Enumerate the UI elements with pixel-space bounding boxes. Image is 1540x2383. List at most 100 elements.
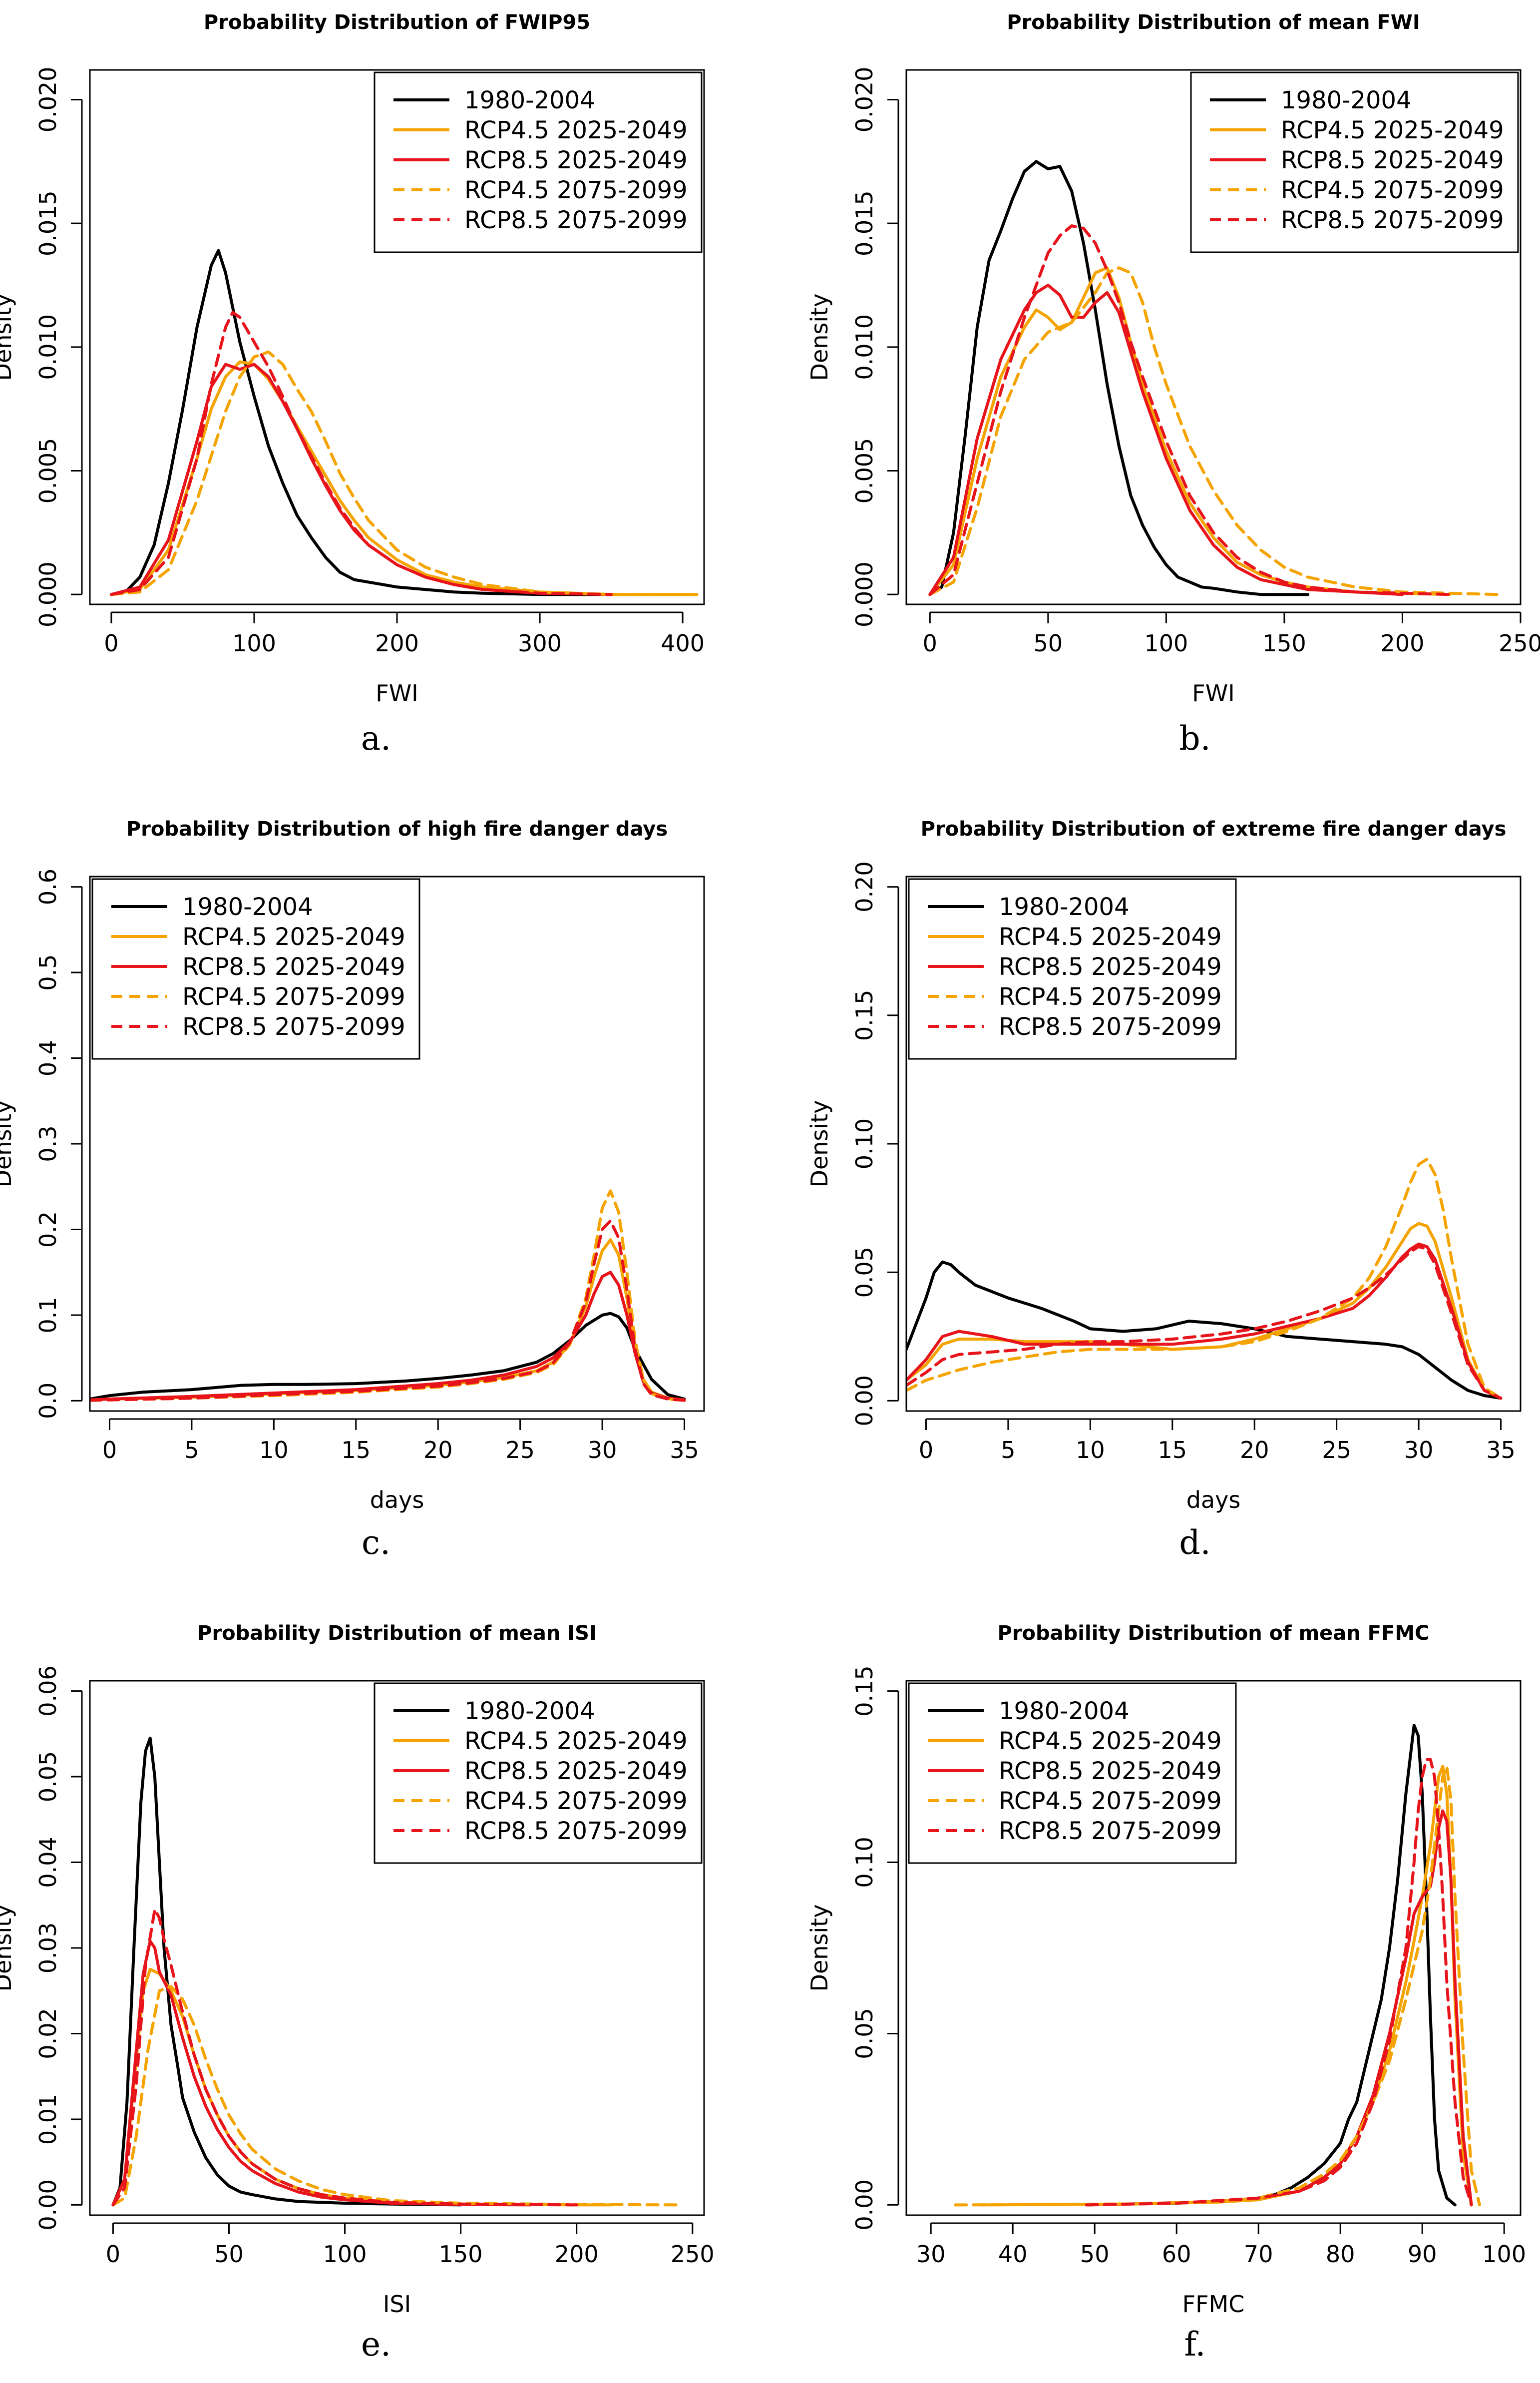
series-line-4 bbox=[928, 266, 1499, 596]
x-tick-label: 40 bbox=[998, 2241, 1028, 2268]
series-line-3 bbox=[1085, 1809, 1473, 2207]
series-line-3 bbox=[928, 284, 1404, 596]
y-tick-label: 0.15 bbox=[851, 1665, 878, 1716]
legend-label-1: 1980-2004 bbox=[999, 1697, 1130, 1725]
series-line-5 bbox=[109, 311, 613, 596]
y-tick-label: 0.05 bbox=[34, 1751, 61, 1802]
legend-label-4: RCP4.5 2075-2099 bbox=[1281, 176, 1504, 204]
legend-box bbox=[908, 1682, 1237, 1864]
y-tick-label: 0.20 bbox=[851, 861, 878, 912]
caption-a: a. bbox=[361, 719, 391, 758]
y-tick-label: 0.01 bbox=[34, 2094, 61, 2145]
y-tick-label: 0.10 bbox=[851, 1837, 878, 1888]
x-tick-label: 30 bbox=[1404, 1436, 1434, 1463]
y-tick-label: 0.010 bbox=[851, 314, 878, 380]
legend-label-5: RCP8.5 2075-2099 bbox=[1281, 206, 1504, 234]
series-line-4 bbox=[906, 1157, 1503, 1400]
x-tick-label: 200 bbox=[375, 630, 419, 657]
x-tick-label: 35 bbox=[1486, 1436, 1516, 1463]
x-tick-label: 250 bbox=[671, 2241, 715, 2268]
x-tick-label: 50 bbox=[214, 2241, 244, 2268]
legend-box bbox=[1190, 71, 1519, 253]
chart-c: Probability Distribution of high fire da… bbox=[0, 818, 705, 1513]
series-line-1 bbox=[109, 249, 613, 596]
legend-label-3: RCP8.5 2025-2049 bbox=[464, 1757, 688, 1785]
x-tick-label: 5 bbox=[1001, 1436, 1015, 1463]
y-tick-label: 0.010 bbox=[34, 314, 61, 380]
legend-label-5: RCP8.5 2075-2099 bbox=[182, 1013, 405, 1041]
y-axis-label: Density bbox=[806, 294, 833, 381]
x-tick-label: 200 bbox=[555, 2241, 599, 2268]
legend-label-1: 1980-2004 bbox=[999, 893, 1130, 921]
series-line-1 bbox=[111, 1736, 462, 2207]
y-tick-label: 0.05 bbox=[851, 2008, 878, 2059]
plot-frame bbox=[89, 1680, 705, 2216]
x-tick-label: 100 bbox=[1482, 2241, 1526, 2268]
x-tick-label: 70 bbox=[1244, 2241, 1273, 2268]
plot-frame bbox=[905, 69, 1522, 605]
x-tick-label: 100 bbox=[1144, 630, 1188, 657]
x-tick-label: 400 bbox=[661, 630, 705, 657]
series-line-2 bbox=[928, 266, 1452, 596]
caption-e: e. bbox=[361, 2325, 391, 2364]
x-tick-label: 20 bbox=[423, 1436, 453, 1463]
legend-label-5: RCP8.5 2075-2099 bbox=[464, 1817, 688, 1845]
x-tick-label: 90 bbox=[1408, 2241, 1437, 2268]
legend-label-2: RCP4.5 2025-2049 bbox=[464, 116, 688, 144]
legend-label-3: RCP8.5 2025-2049 bbox=[464, 146, 688, 174]
y-axis-label: Density bbox=[0, 1905, 16, 1992]
series-line-4 bbox=[111, 1985, 683, 2207]
legend-box bbox=[908, 878, 1237, 1060]
x-tick-label: 0 bbox=[919, 1436, 933, 1463]
legend-label-4: RCP4.5 2075-2099 bbox=[464, 176, 688, 204]
series-line-1 bbox=[90, 1312, 686, 1401]
x-tick-label: 25 bbox=[505, 1436, 535, 1463]
y-tick-label: 0.2 bbox=[34, 1211, 61, 1248]
legend-label-2: RCP4.5 2025-2049 bbox=[999, 1727, 1222, 1755]
y-tick-label: 0.00 bbox=[851, 1375, 878, 1426]
x-tick-label: 25 bbox=[1322, 1436, 1351, 1463]
caption-d: d. bbox=[1179, 1523, 1211, 1562]
x-tick-label: 60 bbox=[1162, 2241, 1191, 2268]
y-axis-label: Density bbox=[0, 294, 16, 381]
series-line-1 bbox=[906, 1260, 1503, 1400]
x-tick-label: 10 bbox=[259, 1436, 289, 1463]
y-tick-label: 0.005 bbox=[851, 438, 878, 504]
legend-label-2: RCP4.5 2025-2049 bbox=[464, 1727, 688, 1755]
x-axis-label: days bbox=[370, 1486, 424, 1513]
x-axis-label: FWI bbox=[1192, 680, 1235, 707]
y-tick-label: 0.6 bbox=[34, 869, 61, 905]
x-axis-label: FWI bbox=[376, 680, 418, 707]
y-tick-label: 0.020 bbox=[851, 67, 878, 133]
series-line-3 bbox=[906, 1242, 1503, 1400]
y-tick-label: 0.005 bbox=[34, 438, 61, 504]
legend-label-1: 1980-2004 bbox=[182, 893, 313, 921]
y-tick-label: 0.02 bbox=[34, 2008, 61, 2059]
y-tick-label: 0.000 bbox=[851, 561, 878, 627]
y-tick-label: 0.00 bbox=[34, 2179, 61, 2230]
legend-label-2: RCP4.5 2025-2049 bbox=[999, 923, 1222, 951]
y-tick-label: 0.06 bbox=[34, 1665, 61, 1716]
plot-frame bbox=[905, 876, 1522, 1412]
series-line-3 bbox=[109, 363, 613, 596]
chart-e: Probability Distribution of mean ISI 0 50 1… bbox=[0, 1622, 715, 2318]
x-tick-label: 30 bbox=[916, 2241, 946, 2268]
x-tick-label: 150 bbox=[439, 2241, 483, 2268]
plot-frame bbox=[905, 1680, 1522, 2216]
x-tick-label: 50 bbox=[1080, 2241, 1110, 2268]
y-tick-label: 0.5 bbox=[34, 954, 61, 990]
series-line-5 bbox=[111, 1907, 578, 2207]
series-line-2 bbox=[111, 1967, 613, 2207]
y-tick-label: 0.3 bbox=[34, 1125, 61, 1162]
x-tick-label: 30 bbox=[588, 1436, 617, 1463]
legend-label-4: RCP4.5 2075-2099 bbox=[999, 983, 1222, 1011]
chart-d: Probability Distribution of extreme fire… bbox=[806, 818, 1522, 1513]
chart-f: Probability Distribution of mean FFMC 30 4… bbox=[806, 1622, 1526, 2318]
series-line-4 bbox=[90, 1189, 686, 1402]
